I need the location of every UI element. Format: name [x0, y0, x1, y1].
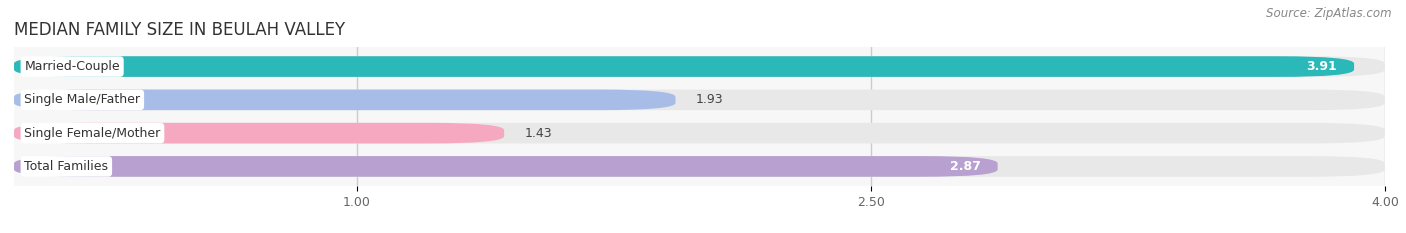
Text: 1.93: 1.93 — [696, 93, 724, 106]
Text: MEDIAN FAMILY SIZE IN BEULAH VALLEY: MEDIAN FAMILY SIZE IN BEULAH VALLEY — [14, 21, 346, 39]
FancyBboxPatch shape — [14, 123, 1385, 144]
Text: 1.43: 1.43 — [524, 127, 553, 140]
Text: Source: ZipAtlas.com: Source: ZipAtlas.com — [1267, 7, 1392, 20]
FancyBboxPatch shape — [14, 89, 1385, 110]
FancyBboxPatch shape — [14, 56, 1354, 77]
Text: Single Female/Mother: Single Female/Mother — [24, 127, 160, 140]
FancyBboxPatch shape — [14, 156, 998, 177]
Text: Married-Couple: Married-Couple — [24, 60, 120, 73]
Text: 3.91: 3.91 — [1306, 60, 1337, 73]
FancyBboxPatch shape — [14, 89, 675, 110]
Text: Total Families: Total Families — [24, 160, 108, 173]
FancyBboxPatch shape — [14, 156, 1385, 177]
FancyBboxPatch shape — [14, 123, 505, 144]
Text: 2.87: 2.87 — [949, 160, 980, 173]
Text: Single Male/Father: Single Male/Father — [24, 93, 141, 106]
FancyBboxPatch shape — [14, 56, 1385, 77]
